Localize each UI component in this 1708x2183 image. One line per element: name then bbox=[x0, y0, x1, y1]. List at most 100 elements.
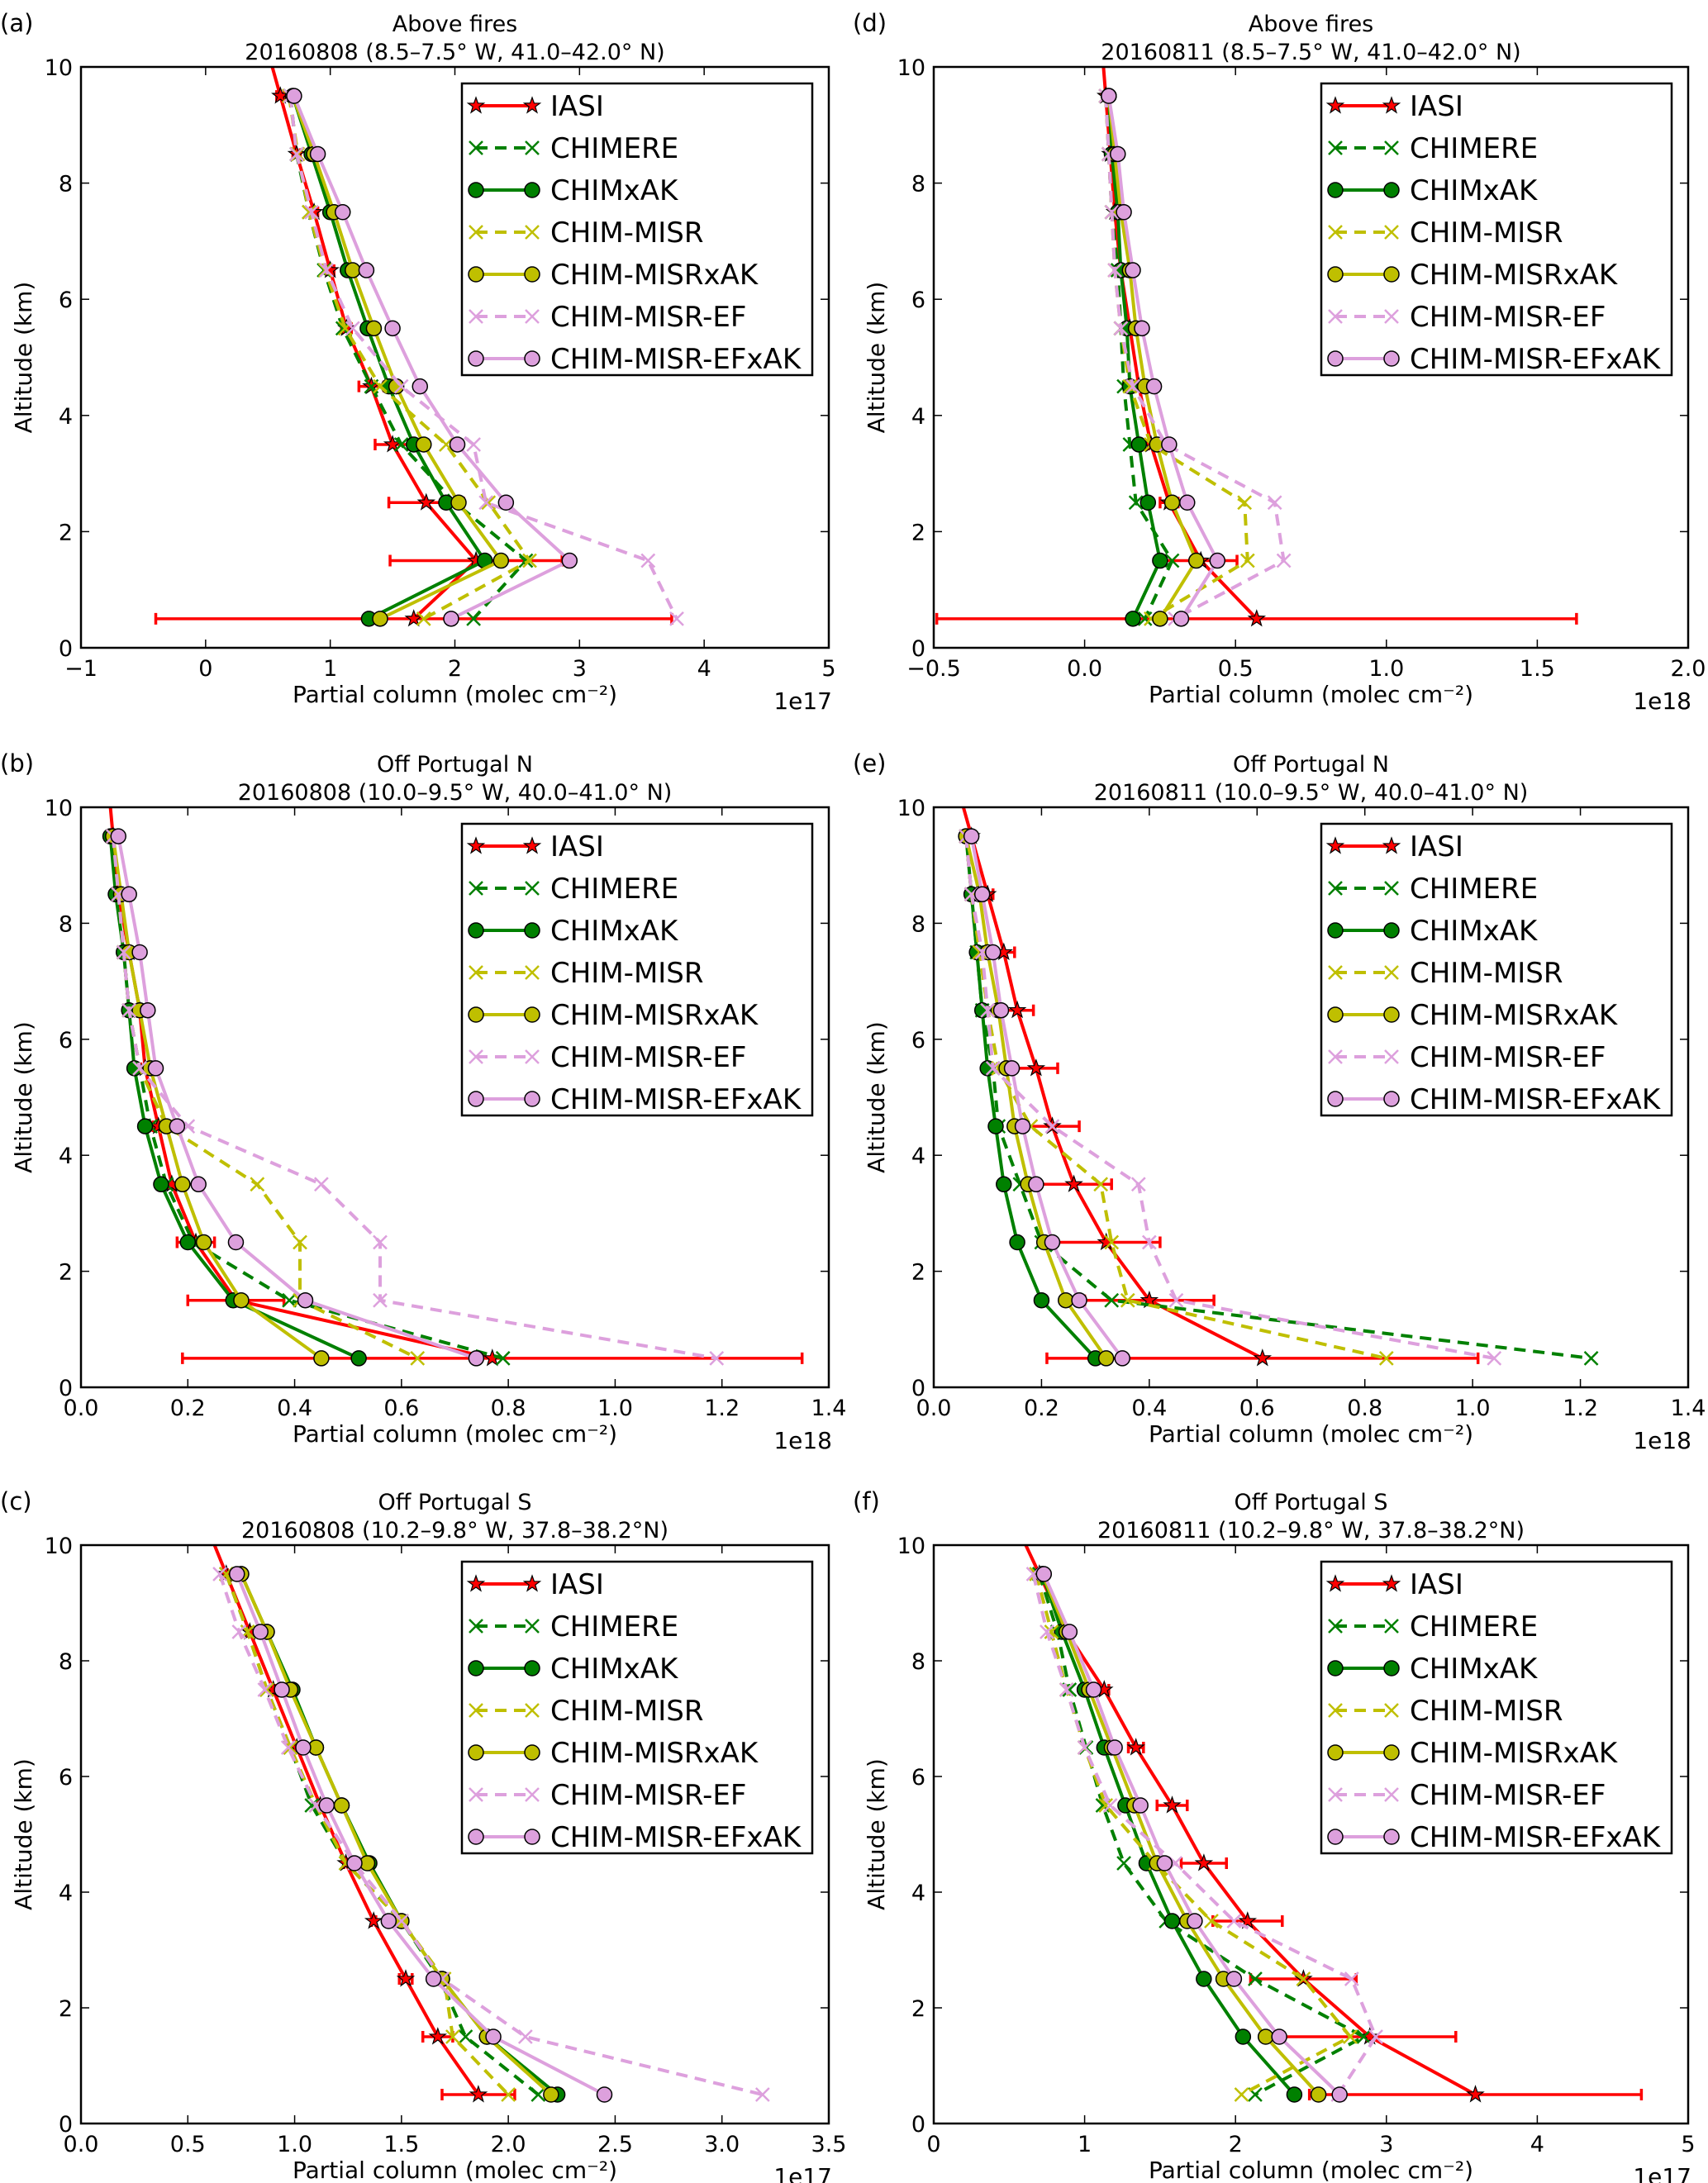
legend-box bbox=[460, 82, 814, 377]
legend-label: CHIM-MISRxAK bbox=[550, 1737, 759, 1770]
axes-frame bbox=[79, 65, 830, 649]
data-point bbox=[212, 1567, 227, 1581]
x-tick-label: 2.0 bbox=[491, 2132, 526, 2157]
legend-marker bbox=[1383, 1744, 1400, 1761]
legend-item: CHIM-MISRxAK bbox=[1327, 999, 1619, 1032]
data-point bbox=[1152, 611, 1168, 627]
legend-marker bbox=[469, 309, 483, 324]
data-point bbox=[1368, 2029, 1383, 2044]
plot-area bbox=[154, 67, 684, 627]
y-tick-label: 0 bbox=[911, 1376, 925, 1401]
legend-label: CHIM-MISR bbox=[1410, 1695, 1563, 1728]
panel-label: (c) bbox=[0, 1487, 32, 1515]
data-point bbox=[1113, 321, 1129, 336]
y-tick-label: 0 bbox=[59, 2112, 73, 2138]
legend-marker bbox=[525, 1787, 540, 1802]
y-tick-label: 10 bbox=[897, 796, 925, 821]
x-tick-label: 0.5 bbox=[170, 2132, 206, 2157]
panel-label: (d) bbox=[853, 9, 887, 37]
legend-marker bbox=[1325, 836, 1345, 854]
data-point bbox=[1044, 1234, 1061, 1251]
chart-title: Off Portugal N bbox=[1233, 752, 1389, 778]
legend-marker bbox=[1383, 1660, 1400, 1676]
data-point bbox=[1238, 1911, 1258, 1929]
data-point bbox=[1163, 1913, 1181, 1929]
data-point bbox=[1161, 436, 1178, 453]
series-line bbox=[293, 95, 573, 621]
legend-label: CHIM-MISR-EFxAK bbox=[1410, 1821, 1662, 1854]
data-point bbox=[1122, 378, 1138, 394]
data-point bbox=[984, 944, 1001, 961]
legend-item: CHIM-MISR-EFxAK bbox=[1327, 1083, 1662, 1116]
data-point bbox=[289, 146, 304, 162]
x-tick-label: 0.6 bbox=[383, 1396, 419, 1421]
legend-item: CHIM-MISR bbox=[469, 1695, 704, 1728]
data-point bbox=[1106, 1739, 1123, 1756]
legend-marker bbox=[1327, 266, 1344, 283]
data-point bbox=[985, 1061, 1001, 1076]
series-line bbox=[1031, 1573, 1378, 2096]
legend-label: CHIM-MISR bbox=[1410, 216, 1563, 250]
data-point bbox=[393, 437, 409, 452]
legend-label: CHIM-MISR-EFxAK bbox=[550, 1821, 802, 1854]
legend: IASI CHIMERE CHIMxAK CHIM-MISR CHIM-MISRxAK C… bbox=[460, 1560, 814, 1855]
y-tick-label: 4 bbox=[911, 404, 925, 430]
legend-item: CHIMxAK bbox=[1327, 174, 1539, 207]
y-axis-label: Altitude (km) bbox=[863, 1758, 890, 1910]
legend-marker bbox=[1383, 1829, 1400, 1845]
series-chimere bbox=[1031, 1567, 1372, 2102]
y-tick-label: 0 bbox=[59, 636, 73, 662]
series-chim-misr-efxak bbox=[1035, 1566, 1348, 2103]
legend-item: CHIM-MISRxAK bbox=[468, 999, 759, 1032]
legend-marker bbox=[1383, 182, 1400, 198]
legend-label: CHIM-MISR-EF bbox=[550, 1779, 746, 1812]
data-point bbox=[425, 1971, 442, 1987]
y-tick-label: 8 bbox=[911, 172, 925, 197]
data-point bbox=[1107, 263, 1123, 278]
x-tick-label: 1 bbox=[1078, 2132, 1092, 2157]
chart-panel: (c) Off Portugal S 20160808 (10.2–9.8° W, … bbox=[0, 1487, 846, 2183]
series-chim-misr-efxak bbox=[110, 828, 485, 1367]
data-point bbox=[318, 1797, 335, 1814]
legend-item: IASI bbox=[1325, 830, 1463, 863]
legend-marker bbox=[1328, 881, 1343, 896]
data-point bbox=[1196, 1971, 1212, 1987]
data-point bbox=[1271, 2028, 1287, 2045]
legend-item: CHIM-MISR-EF bbox=[1328, 301, 1606, 334]
legend-label: IASI bbox=[1410, 1568, 1463, 1601]
x-axis-label: Partial column (molec cm⁻²) bbox=[1149, 681, 1473, 708]
x-tick-label: 1.0 bbox=[597, 1396, 633, 1421]
legend-item: CHIM-MISR-EFxAK bbox=[1327, 1821, 1662, 1854]
y-tick-label: 10 bbox=[45, 1534, 73, 1559]
x-tick-label: 2.5 bbox=[597, 2132, 633, 2157]
data-point bbox=[640, 553, 656, 568]
data-point bbox=[1093, 1177, 1109, 1192]
legend-marker bbox=[522, 1574, 542, 1592]
legend-label: CHIMERE bbox=[550, 873, 678, 906]
data-point bbox=[469, 2085, 488, 2103]
legend-item: CHIM-MISR-EF bbox=[469, 1041, 746, 1074]
legend: IASI CHIMERE CHIMxAK CHIM-MISR CHIM-MISRxAK C… bbox=[1320, 822, 1673, 1117]
legend-box bbox=[460, 1560, 814, 1855]
chart-subtitle: 20160811 (10.2–9.8° W, 37.8–38.2°N) bbox=[1097, 1518, 1525, 1543]
data-point bbox=[233, 1291, 250, 1309]
chart-title: Off Portugal S bbox=[1235, 1490, 1388, 1515]
x-tick-label: 1.0 bbox=[277, 2132, 312, 2157]
legend-marker bbox=[525, 225, 540, 240]
data-point bbox=[501, 2087, 516, 2102]
legend-marker bbox=[1384, 309, 1399, 324]
chart-panel: (d) Above fires 20160811 (8.5–7.5° W, 41.0… bbox=[853, 9, 1706, 715]
data-point bbox=[1128, 495, 1144, 511]
x-tick-label: 0.8 bbox=[491, 1396, 526, 1421]
legend: IASI CHIMERE CHIMxAK CHIM-MISR CHIM-MISRxAK C… bbox=[460, 822, 814, 1117]
y-tick-label: 10 bbox=[45, 55, 73, 81]
data-point bbox=[1163, 494, 1181, 511]
data-point bbox=[468, 1350, 485, 1367]
data-point bbox=[1331, 2086, 1348, 2103]
data-point bbox=[561, 552, 578, 569]
data-point bbox=[250, 1177, 265, 1192]
series-line bbox=[1037, 1573, 1368, 2096]
legend-item: CHIM-MISR-EFxAK bbox=[468, 1821, 802, 1854]
data-point bbox=[1003, 1060, 1021, 1077]
series-line bbox=[1040, 1573, 1320, 2096]
